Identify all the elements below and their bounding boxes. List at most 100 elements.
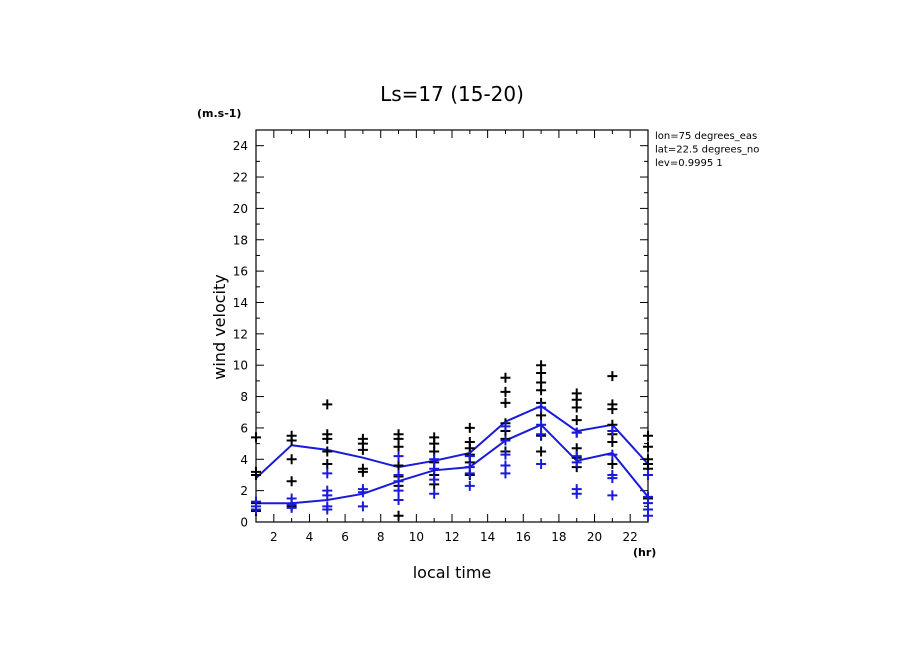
data-point-3-39 [571,451,582,462]
data-point-3-37 [571,484,582,495]
y-tick-label-3: 6 [240,421,248,435]
data-point-2-9 [286,430,297,441]
data-point-3-30 [500,435,511,446]
data-point-3-40 [571,427,582,438]
data-point-3-20 [429,474,440,485]
data-point-2-14 [322,399,333,410]
plot-frame [255,129,649,523]
chart-title: Ls=17 (15-20) [380,82,524,106]
data-point-2-44 [500,386,511,397]
data-point-3-15 [393,485,404,496]
data-point-3-2 [251,496,261,507]
x-tick-label-5: 12 [444,530,459,544]
data-point-3-11 [357,501,368,512]
y-unit-label: (m.s-1) [197,107,241,120]
y-axis-label: wind velocity [210,274,229,379]
data-point-2-62 [607,458,618,469]
y-tick-label-9: 18 [233,233,248,247]
y-tick-label-0: 0 [240,516,248,530]
data-point-2-4 [251,432,261,443]
data-point-2-20 [393,510,404,521]
data-point-3-23 [464,480,475,491]
data-point-3-14 [393,495,404,506]
y-tick-label-6: 12 [233,327,248,341]
data-point-3-21 [429,463,440,474]
data-point-3-29 [500,449,511,460]
data-point-3-33 [536,429,547,440]
x-tick-label-6: 14 [480,530,495,544]
data-point-3-13 [357,484,368,495]
plot-area [251,360,653,521]
data-point-2-10 [322,458,333,469]
data-point-3-35 [536,402,547,413]
data-point-2-46 [536,446,547,457]
data-point-2-68 [607,371,618,382]
data-point-3-25 [464,462,475,473]
data-point-2-43 [500,397,511,408]
data-point-2-16 [357,463,368,474]
data-point-2-38 [464,422,475,433]
data-point-2-74 [643,430,653,441]
y-tick-label-4: 8 [240,390,248,404]
data-point-2-45 [500,372,511,383]
data-point-3-50 [643,469,653,480]
annotation-2: lev=0.9995 1 [655,158,723,169]
data-point-3-49 [643,491,653,502]
data-point-3-10 [322,468,333,479]
x-tick-label-0: 2 [270,530,278,544]
data-point-3-43 [607,469,618,480]
x-tick-label-7: 16 [516,530,531,544]
x-axis-label: local time [413,563,492,582]
x-tick-label-10: 22 [623,530,638,544]
series-line-1 [256,423,649,505]
data-point-2-58 [571,415,582,426]
annotations: lon=75 degrees_eas lat=22.5 degrees_nolev… [655,131,759,169]
data-point-2-6 [286,476,297,487]
data-point-2-53 [536,360,547,371]
data-point-2-67 [607,399,618,410]
y-tick-label-11: 22 [233,171,248,185]
data-point-3-31 [500,421,511,432]
data-point-2-19 [357,433,368,444]
data-point-3-41 [607,490,618,501]
y-tick-label-7: 14 [233,296,248,310]
y-tick-label-8: 16 [233,265,248,279]
data-point-2-72 [643,454,653,465]
y-tick-label-12: 24 [233,139,248,153]
data-point-2-7 [286,454,297,465]
y-tick-label-10: 20 [233,202,248,216]
data-point-3-5 [286,493,297,504]
data-point-3-18 [393,451,404,462]
data-point-3-45 [607,426,618,437]
data-point-3-44 [607,449,618,460]
data-point-2-11 [322,446,333,457]
data-point-3-9 [322,485,333,496]
x-tick-label-4: 10 [409,530,424,544]
data-point-2-51 [536,377,547,388]
y-tick-label-2: 4 [240,453,248,467]
annotation-0: lon=75 degrees_eas [655,131,757,142]
data-point-3-22 [429,454,440,465]
y-tick-label-5: 10 [233,359,248,373]
data-point-3-32 [536,458,547,469]
series-line-0 [255,404,649,479]
data-point-3-26 [464,451,475,462]
data-point-2-73 [643,441,653,452]
data-point-2-26 [393,429,404,440]
x-tick-label-3: 8 [377,530,385,544]
x-unit-label: (hr) [633,546,656,559]
data-point-2-37 [464,437,475,448]
data-point-3-17 [393,469,404,480]
data-point-3-34 [536,419,547,430]
annotation-1: lat=22.5 degrees_no [655,145,759,156]
x-tick-label-8: 18 [551,530,566,544]
data-point-2-61 [571,388,582,399]
y-tick-label-1: 2 [240,484,248,498]
data-point-2-13 [322,429,333,440]
data-point-2-23 [393,460,404,471]
data-point-3-7 [322,501,333,512]
data-point-2-3 [251,466,261,477]
data-point-3-28 [500,460,511,471]
